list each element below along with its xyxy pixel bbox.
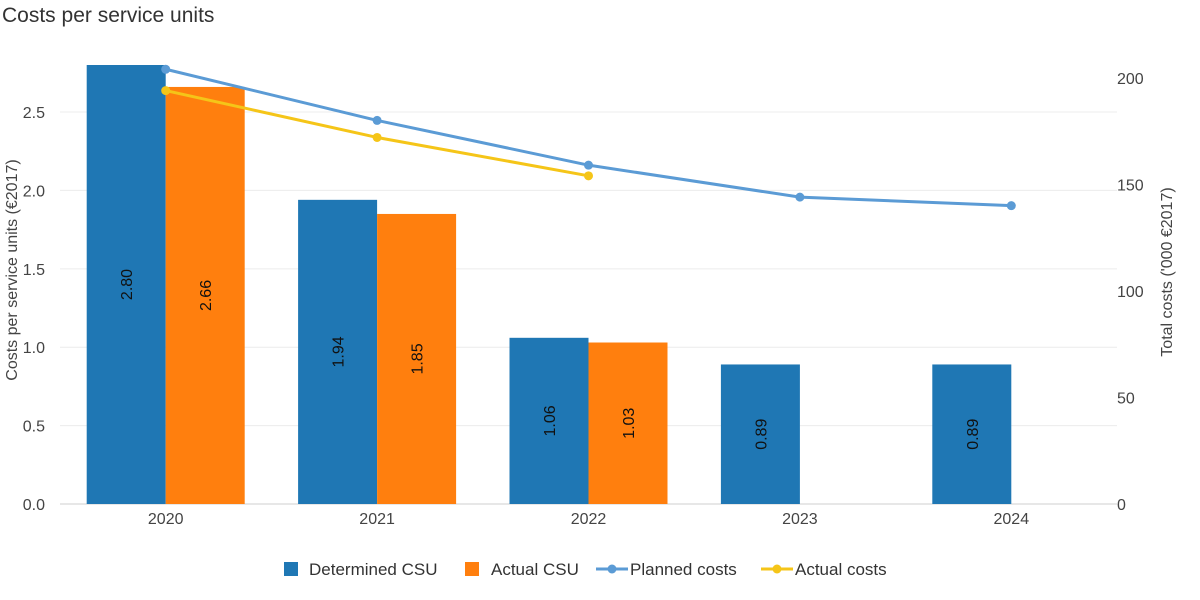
y-tick-label-left: 1.0: [23, 340, 45, 357]
bar-determined-csu: [509, 337, 589, 504]
bar-data-label: 0.89: [965, 419, 982, 450]
x-axis-ticks: 2020 2021 2022 2023 2024: [148, 511, 1029, 528]
y-tick-label-left: 0.5: [23, 419, 45, 436]
legend-marker: [607, 564, 617, 574]
y-tick-label-right: 0: [1117, 497, 1126, 514]
line-point: [161, 64, 171, 74]
line-point: [795, 192, 805, 202]
legend-label: Planned costs: [630, 560, 737, 579]
y-tick-label-left: 0.0: [23, 497, 45, 514]
bar-determined-csu: [720, 364, 800, 504]
bar-determined-csu: [298, 199, 378, 505]
line-point: [584, 160, 593, 170]
y-tick-label-right: 100: [1117, 284, 1144, 301]
legend-label: Actual costs: [795, 560, 887, 579]
bar-determined-csu: [932, 364, 1012, 504]
legend-marker: [772, 564, 782, 574]
bar-data-label: 0.89: [753, 419, 770, 450]
y-tick-label-right: 150: [1117, 177, 1144, 194]
legend-label: Actual CSU: [491, 560, 579, 579]
lines: [161, 64, 1016, 211]
line-point: [161, 86, 171, 96]
y-axis-left-ticks: 0.0 0.5 1.0 1.5 2.0 2.5: [23, 105, 45, 514]
bar-data-label: 1.94: [331, 336, 348, 367]
y-axis-right-ticks: 0 50 100 150 200: [1117, 71, 1144, 514]
y-tick-label-right: 200: [1117, 71, 1144, 88]
bar-actual-csu: [588, 342, 668, 504]
line-planned-costs: [165, 67, 1012, 208]
bar-actual-csu: [377, 213, 457, 505]
x-tick-label: 2022: [571, 511, 607, 528]
bar-actual-csu: [165, 86, 245, 504]
x-tick-label: 2024: [994, 511, 1030, 528]
line-point: [372, 132, 382, 142]
bar-data-label: 1.03: [621, 408, 638, 439]
legend-label: Determined CSU: [309, 560, 438, 579]
bar-data-label: 2.66: [198, 280, 215, 311]
bar-data-label: 1.06: [542, 405, 559, 436]
y-tick-label-right: 50: [1117, 390, 1135, 407]
bar-determined-csu: [86, 65, 166, 504]
y-tick-label-left: 1.5: [23, 262, 45, 279]
legend: Determined CSU Actual CSU Planned costs Act…: [284, 560, 887, 579]
legend-swatch: [284, 562, 298, 576]
bar-data-label: 1.85: [410, 343, 427, 374]
line-point: [1006, 201, 1016, 211]
legend-swatch: [465, 562, 479, 576]
x-tick-label: 2023: [782, 511, 818, 528]
x-tick-label: 2020: [148, 511, 184, 528]
line-point: [372, 115, 382, 125]
bar-labels: 2.80 1.94 1.06 0.89 0.89 2.66 1.85 1.03: [119, 269, 982, 450]
line-point: [584, 171, 593, 181]
bars: [86, 65, 1012, 505]
y-axis-left-label: Costs per service units (€2017): [4, 159, 21, 380]
y-tick-label-left: 2.5: [23, 105, 45, 122]
x-tick-label: 2021: [359, 511, 395, 528]
y-axis-right-label: Total costs ('000 €2017): [1159, 187, 1176, 356]
chart-title: Costs per service units: [2, 4, 215, 27]
y-tick-label-left: 2.0: [23, 183, 45, 200]
bar-data-label: 2.80: [119, 269, 136, 300]
